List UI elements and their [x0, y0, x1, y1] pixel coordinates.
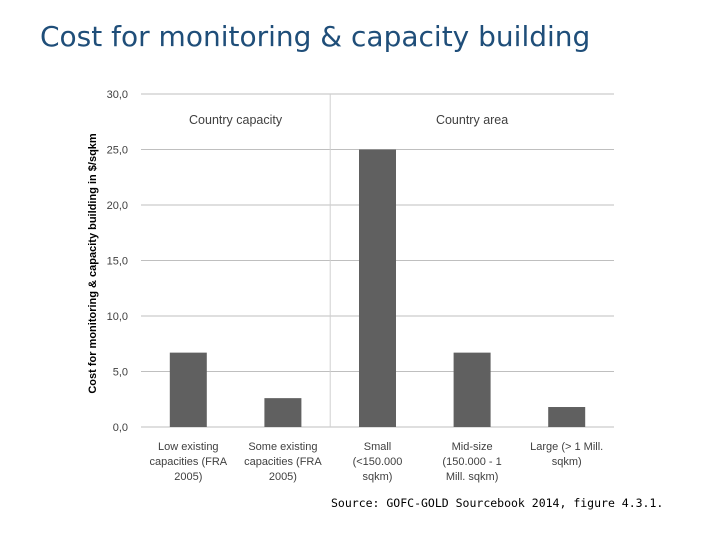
group-labels: Country capacity Country area — [189, 113, 508, 127]
y-tick-label: 20,0 — [107, 200, 128, 212]
bar — [453, 352, 491, 427]
y-tick-label: 15,0 — [107, 256, 128, 268]
bar — [359, 149, 396, 427]
y-tick-labels: 0,0 5,0 10,0 15,0 20,0 25,0 30,0 — [107, 89, 128, 434]
bar — [264, 398, 302, 427]
y-tick-label: 30,0 — [107, 89, 128, 101]
bars — [169, 149, 586, 427]
x-tick-label: Mid-size (150.000 - 1 Mill. sqkm) — [442, 441, 501, 483]
y-tick-label: 10,0 — [107, 311, 128, 323]
y-axis-label: Cost for monitoring & capacity building … — [87, 133, 99, 394]
bar — [548, 407, 586, 427]
x-tick-label: Large (> 1 Mill. sqkm) — [530, 441, 603, 468]
x-tick-labels: Low existing capacities (FRA 2005) Some exi… — [149, 441, 603, 483]
bar — [169, 352, 207, 427]
source-citation: Source: GOFC-GOLD Sourcebook 2014, figur… — [331, 496, 664, 510]
y-tick-label: 5,0 — [113, 367, 128, 379]
group-label: Country area — [436, 113, 508, 127]
y-tick-label: 25,0 — [107, 145, 128, 157]
group-label: Country capacity — [189, 113, 283, 127]
slide-title: Cost for monitoring & capacity building — [40, 20, 591, 53]
x-tick-label: Small (<150.000 sqkm) — [353, 441, 403, 483]
x-tick-label: Some existing capacities (FRA 2005) — [244, 441, 322, 483]
y-tick-label: 0,0 — [113, 422, 128, 434]
x-tick-label: Low existing capacities (FRA 2005) — [149, 441, 227, 483]
